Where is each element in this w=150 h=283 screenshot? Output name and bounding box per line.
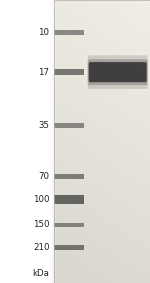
Text: 210: 210: [33, 243, 50, 252]
Text: 70: 70: [39, 172, 50, 181]
Bar: [54, 123, 84, 128]
Bar: [54, 174, 84, 179]
Text: 100: 100: [33, 195, 50, 204]
Bar: [54, 195, 84, 204]
Text: 10: 10: [39, 28, 50, 37]
Bar: [54, 245, 84, 250]
FancyBboxPatch shape: [89, 62, 147, 82]
Bar: [54, 0, 150, 283]
FancyBboxPatch shape: [88, 59, 148, 85]
FancyBboxPatch shape: [88, 55, 148, 89]
Text: 35: 35: [39, 121, 50, 130]
Bar: [54, 69, 84, 75]
Text: kDa: kDa: [33, 269, 50, 278]
Text: 150: 150: [33, 220, 50, 230]
Text: 17: 17: [39, 68, 50, 77]
Bar: [54, 223, 84, 227]
Bar: [54, 30, 84, 35]
